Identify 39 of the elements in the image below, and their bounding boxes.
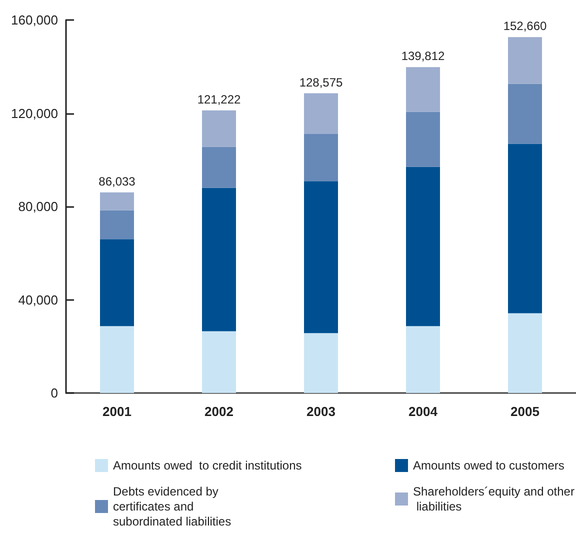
legend-label: Debts evidenced by certificates and subordinated liabilities — [113, 484, 232, 528]
y-tick-label: 160,000 — [11, 12, 58, 28]
bar — [508, 313, 542, 393]
y-tick-label: 120,000 — [11, 106, 58, 121]
bar — [508, 84, 542, 144]
total-label: 152,660 — [503, 19, 548, 34]
x-tick-label: 2005 — [510, 404, 540, 419]
y-tick-label: 0 — [50, 386, 58, 400]
bar — [406, 112, 440, 167]
total-label: 139,812 — [401, 49, 446, 64]
bar — [100, 239, 134, 326]
bar — [202, 188, 236, 332]
legend-label: Amounts owed to customers — [413, 458, 564, 472]
total-label: 121,222 — [197, 92, 242, 106]
bar — [508, 144, 542, 314]
legend-label: Shareholders´equity and other liabilities — [413, 484, 574, 514]
bar — [508, 37, 542, 84]
x-tick-label: 2004 — [408, 404, 438, 419]
bar — [304, 181, 338, 334]
x-tick-label: 2003 — [306, 404, 336, 419]
y-tick-label: 80,000 — [18, 199, 58, 214]
bar — [406, 67, 440, 112]
bar — [406, 326, 440, 393]
bar — [202, 146, 236, 188]
bar — [202, 331, 236, 393]
bar — [304, 333, 338, 393]
bar — [100, 192, 134, 210]
total-label: 86,033 — [98, 174, 136, 188]
bar — [406, 166, 440, 326]
bar — [304, 134, 338, 182]
bar — [100, 210, 134, 240]
bar — [100, 326, 134, 393]
bar — [202, 110, 236, 147]
legend-label: Amounts owed to credit institutions — [113, 458, 302, 472]
x-tick-label: 2001 — [102, 404, 132, 419]
bar — [304, 93, 338, 134]
x-tick-label: 2002 — [204, 404, 234, 419]
y-tick-label: 40,000 — [18, 292, 58, 308]
total-label: 128,575 — [299, 75, 344, 90]
